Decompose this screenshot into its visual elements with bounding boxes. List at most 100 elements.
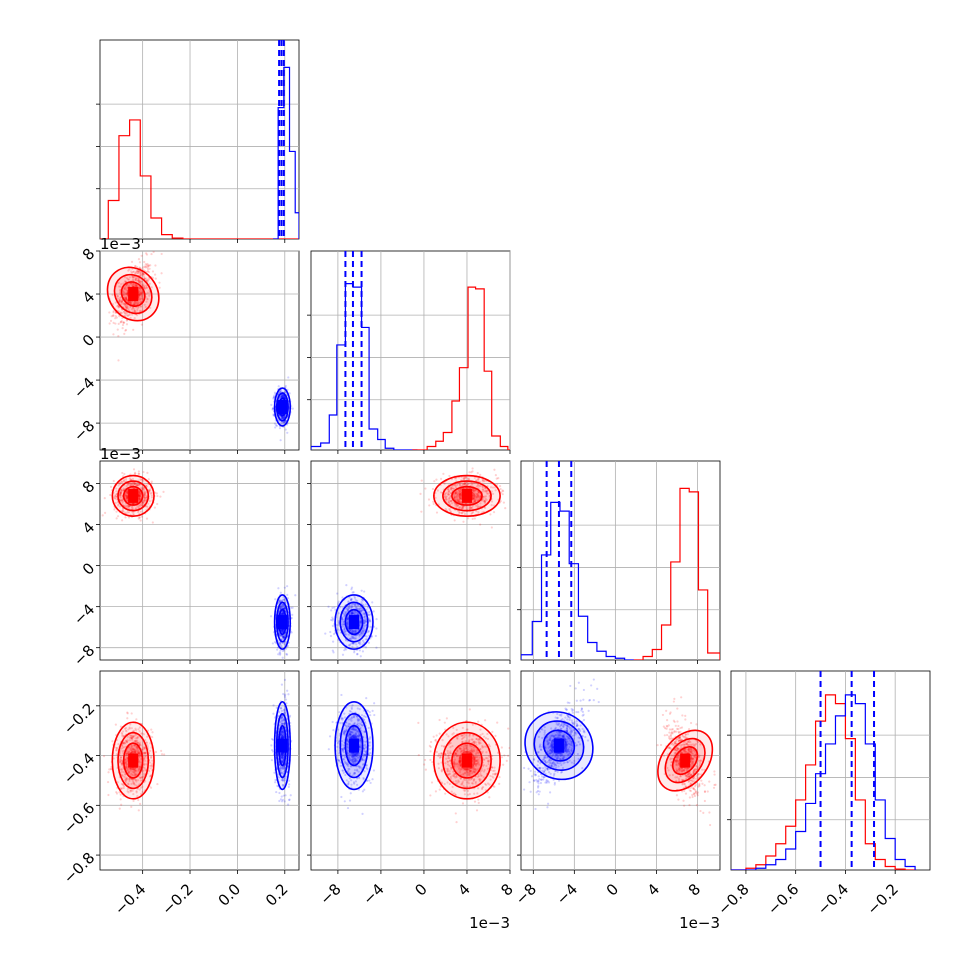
- sample-point: [347, 623, 350, 626]
- sample-point: [120, 480, 123, 483]
- sample-point: [343, 627, 346, 630]
- sample-point: [119, 756, 123, 759]
- sample-point: [137, 809, 140, 812]
- sample-point: [473, 490, 476, 493]
- sample-point: [122, 291, 125, 294]
- sample-point: [140, 515, 144, 518]
- sample-point: [132, 502, 135, 505]
- sample-point: [282, 421, 285, 424]
- sample-point: [141, 785, 144, 788]
- sample-point: [124, 773, 127, 776]
- sample-point: [138, 788, 141, 791]
- sample-point: [281, 611, 284, 614]
- sample-point: [274, 778, 277, 782]
- sample-point: [140, 732, 143, 735]
- sample-point: [130, 744, 133, 747]
- sample-point: [280, 778, 283, 782]
- sample-point: [367, 641, 370, 644]
- sample-point: [475, 509, 478, 513]
- sample-point: [478, 496, 481, 499]
- sample-point: [375, 627, 378, 630]
- sample-point: [274, 426, 277, 429]
- sample-point: [135, 747, 138, 750]
- sample-point: [125, 767, 128, 770]
- sample-point: [120, 803, 123, 806]
- histogram-red: [412, 286, 510, 450]
- sample-point: [331, 616, 334, 619]
- sample-point: [369, 625, 373, 628]
- sample-point: [454, 502, 457, 505]
- sample-point: [126, 712, 129, 715]
- sample-point: [124, 494, 128, 497]
- sample-point: [345, 633, 348, 636]
- sample-point: [140, 282, 143, 286]
- sample-point: [489, 513, 492, 516]
- sample-point: [112, 479, 115, 483]
- sample-point: [443, 494, 446, 497]
- sample-point: [453, 496, 457, 499]
- sample-point: [481, 499, 484, 502]
- sample-point: [150, 286, 153, 289]
- sample-point: [445, 495, 448, 498]
- sample-point: [140, 291, 143, 294]
- sample-point: [501, 493, 504, 496]
- sample-point: [283, 724, 286, 727]
- sample-point: [456, 498, 459, 502]
- sample-point: [360, 633, 363, 636]
- sample-point: [130, 271, 134, 275]
- sample-point: [113, 508, 116, 511]
- sample-point: [144, 266, 147, 269]
- sample-point: [358, 607, 361, 611]
- sample-point: [447, 499, 451, 502]
- sample-point: [145, 517, 149, 520]
- sample-point: [114, 301, 117, 304]
- sample-point: [280, 628, 284, 631]
- sample-point: [363, 615, 366, 619]
- sample-point: [462, 520, 465, 523]
- sample-point: [147, 478, 150, 481]
- sample-point: [271, 642, 274, 645]
- sample-point: [271, 407, 275, 410]
- sample-point: [148, 294, 151, 297]
- sample-point: [132, 270, 136, 273]
- sample-point: [281, 760, 284, 764]
- sample-point: [125, 496, 128, 499]
- sample-point: [294, 594, 297, 597]
- sample-point: [121, 764, 124, 767]
- sample-point: [131, 278, 135, 281]
- sample-point: [279, 652, 282, 655]
- sample-point: [459, 500, 463, 503]
- sample-point: [142, 487, 145, 490]
- sample-point: [132, 282, 135, 286]
- sample-point: [283, 415, 286, 418]
- sample-point: [114, 311, 117, 315]
- sample-point: [135, 302, 139, 305]
- sample-point: [119, 492, 122, 495]
- sample-point: [118, 299, 121, 302]
- sample-point: [281, 604, 284, 607]
- sample-point: [279, 634, 282, 637]
- sample-point: [284, 386, 287, 389]
- sample-point: [281, 765, 284, 768]
- sample-point: [282, 636, 285, 639]
- sample-point: [143, 497, 146, 500]
- sample-point: [124, 306, 127, 309]
- sample-point: [138, 802, 142, 805]
- sample-point: [133, 774, 136, 777]
- sample-point: [337, 612, 340, 615]
- panel-ticks: [307, 483, 511, 664]
- sample-point: [459, 488, 463, 491]
- sample-point: [137, 470, 140, 473]
- sample-point: [125, 777, 129, 780]
- sample-point: [145, 763, 148, 766]
- sample-point: [148, 488, 152, 491]
- sample-point: [463, 482, 466, 485]
- sample-point: [490, 503, 493, 507]
- sample-point: [280, 416, 283, 419]
- sample-point: [120, 300, 123, 303]
- sample-point: [280, 756, 283, 759]
- sample-point: [278, 724, 282, 727]
- sample-point: [127, 269, 130, 272]
- sample-point: [124, 312, 127, 315]
- sample-point: [344, 611, 347, 614]
